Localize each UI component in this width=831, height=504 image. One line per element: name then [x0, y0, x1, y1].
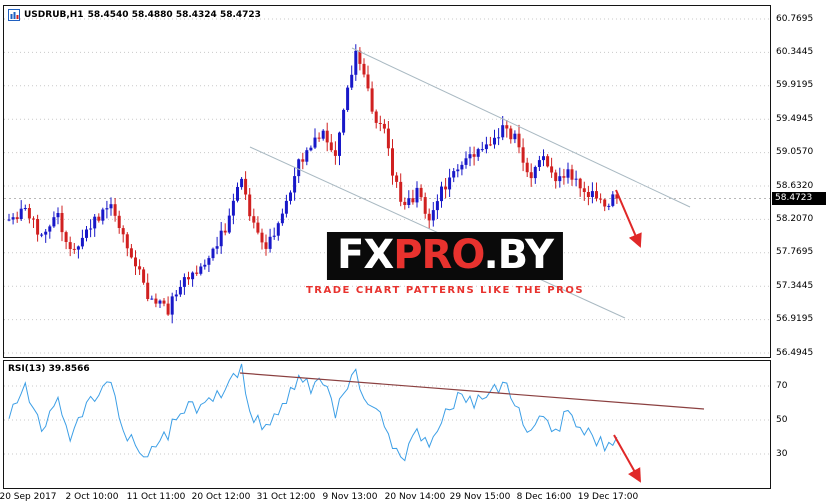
- time-label: 9 Nov 13:00: [322, 492, 378, 502]
- price-scale-label: 58.6320: [776, 181, 814, 191]
- price-scale-label: 57.7695: [776, 247, 814, 257]
- price-chart-canvas[interactable]: [4, 6, 770, 357]
- rsi-scale-label: 70: [776, 381, 788, 391]
- price-scale-label: 60.7695: [776, 14, 814, 24]
- symbol-timeframe-label: USDRUB,H1: [24, 10, 84, 20]
- time-label: 11 Oct 11:00: [126, 492, 186, 502]
- time-axis[interactable]: 20 Sep 2017 2 Oct 10:00 11 Oct 11:00 20 Oct…: [0, 489, 771, 504]
- current-price-tag: 58.4723: [772, 192, 826, 205]
- watermark-by: .BY: [483, 232, 553, 278]
- rsi-scale-label: 50: [776, 415, 788, 425]
- rsi-pane: [3, 360, 771, 489]
- time-label: 20 Sep 2017: [0, 492, 57, 502]
- ohlc-values: 58.4540 58.4880 58.4324 58.4723: [87, 10, 261, 20]
- price-scale-label: 59.9195: [776, 80, 814, 90]
- symbol-info: USDRUB,H1 58.4540 58.4880 58.4324 58.472…: [8, 9, 261, 21]
- time-label: 20 Nov 14:00: [384, 492, 446, 502]
- price-forecast-down-arrow[interactable]: [615, 189, 642, 248]
- price-gridlines: [4, 18, 770, 354]
- price-scale-label: 59.4945: [776, 114, 814, 124]
- rsi-gridlines: [4, 385, 770, 455]
- watermark-tagline: TRADE CHART PATTERNS LIKE THE PROS: [305, 285, 585, 296]
- descending-channel-upper-trendline[interactable]: [351, 47, 691, 208]
- rsi-line[interactable]: [8, 363, 618, 462]
- time-label: 8 Dec 16:00: [516, 492, 572, 502]
- watermark-logo: FXPRO.BY: [327, 232, 563, 280]
- time-label: 20 Oct 12:00: [191, 492, 251, 502]
- watermark: FXPRO.BY TRADE CHART PATTERNS LIKE THE P…: [306, 232, 584, 296]
- rsi-scale-label: 30: [776, 449, 788, 459]
- time-label: 2 Oct 10:00: [65, 492, 119, 502]
- price-pane: [3, 5, 771, 358]
- price-scale-label: 56.4945: [776, 348, 814, 358]
- time-label: 31 Oct 12:00: [256, 492, 316, 502]
- price-scale-label: 60.3445: [776, 47, 814, 57]
- chart-icon: [8, 9, 20, 21]
- candlestick-series[interactable]: [7, 44, 619, 324]
- time-label: 19 Dec 17:00: [577, 492, 639, 502]
- price-scale-label: 58.2070: [776, 214, 814, 224]
- rsi-descending-trendline[interactable]: [239, 372, 705, 410]
- price-scale[interactable]: 60.7695 60.3445 59.9195 59.4945 59.0570 58.63…: [772, 0, 831, 504]
- rsi-chart-canvas[interactable]: [4, 361, 770, 488]
- price-scale-label: 57.3445: [776, 281, 814, 291]
- rsi-indicator-label: RSI(13) 39.8566: [8, 364, 90, 374]
- price-scale-label: 59.0570: [776, 147, 814, 157]
- time-label: 29 Nov 15:00: [449, 492, 511, 502]
- watermark-pro: PRO: [393, 232, 484, 278]
- rsi-forecast-down-arrow[interactable]: [613, 434, 641, 483]
- watermark-fx: FX: [337, 232, 394, 278]
- price-scale-label: 56.9195: [776, 314, 814, 324]
